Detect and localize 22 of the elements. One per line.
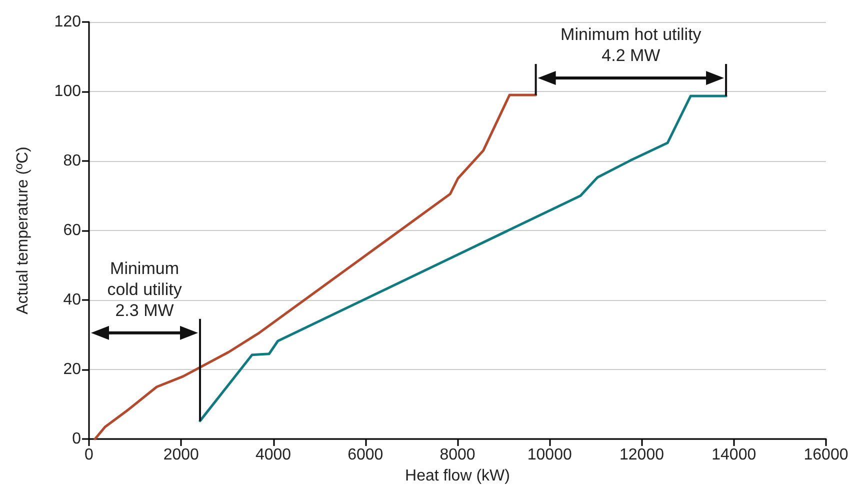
x-tick-label: 6000 — [348, 446, 384, 464]
x-tick-label: 0 — [84, 446, 94, 464]
y-tick-label: 80 — [63, 152, 82, 170]
annotation: Minimum hot utility 4.2 MW — [560, 24, 702, 65]
x-tick-label: 12000 — [620, 446, 664, 464]
y-tick-label: 120 — [54, 14, 82, 30]
y-tick-label: 40 — [63, 292, 82, 308]
x-tick-label: 2000 — [163, 446, 200, 464]
x-axis-title: Heat flow (kW) — [405, 467, 510, 484]
x-tick-label: 4000 — [255, 446, 292, 464]
y-tick-label: 20 — [63, 361, 82, 378]
line-series — [198, 94, 728, 422]
y-tick-label: 0 — [72, 430, 82, 448]
x-tick-label: 14000 — [712, 446, 756, 464]
line-series — [94, 94, 538, 440]
y-axis-title: Actual temperature (ºC) — [14, 146, 32, 314]
y-tick-label: 100 — [54, 83, 82, 100]
y-tick-label: 60 — [63, 222, 82, 239]
x-tick-label: 16000 — [804, 446, 848, 464]
x-tick-label: 10000 — [527, 446, 572, 464]
x-tick-label: 8000 — [440, 446, 476, 464]
annotation: Minimum cold utility 2.3 MW — [107, 258, 182, 320]
